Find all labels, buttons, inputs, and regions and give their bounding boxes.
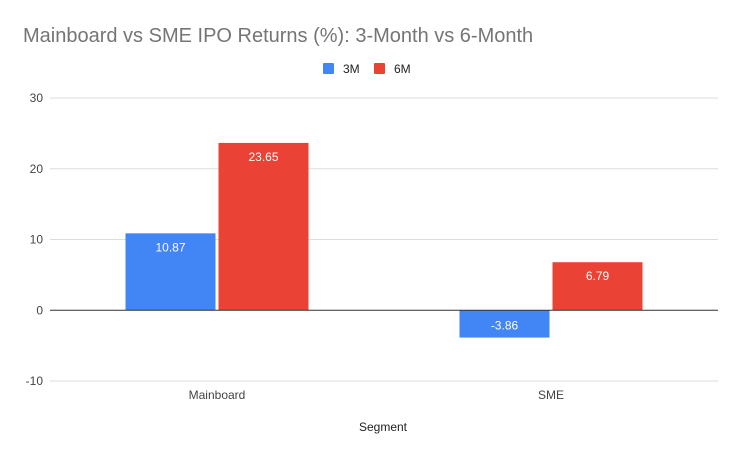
bar-value-label: 6.79 <box>586 269 610 283</box>
y-tick-label: 0 <box>36 303 43 317</box>
bar-3M-Mainboard <box>125 233 216 311</box>
y-tick-label: 10 <box>30 233 44 247</box>
bar-value-label: -3.86 <box>491 319 519 333</box>
bar-6M-Mainboard <box>218 142 309 311</box>
legend-label-3M: 3M <box>343 62 360 76</box>
x-axis-label: Segment <box>359 420 408 434</box>
bar-value-label: 10.87 <box>155 240 185 254</box>
x-axis-ticks: Mainboard SME <box>189 388 564 402</box>
chart-title: Mainboard vs SME IPO Returns (%): 3-Mont… <box>23 25 533 47</box>
y-tick-label: 20 <box>30 162 44 176</box>
legend-swatch-6M <box>374 63 385 74</box>
bar-6M-SME <box>552 262 643 311</box>
bar-labels: 10.87 23.65 -3.86 6.79 <box>155 150 609 333</box>
legend: 3M 6M <box>323 62 411 76</box>
x-tick-label: Mainboard <box>189 388 246 402</box>
y-axis-ticks: -10 0 10 20 30 <box>26 91 44 388</box>
y-tick-label: 30 <box>30 91 44 105</box>
x-tick-label: SME <box>538 388 564 402</box>
legend-label-6M: 6M <box>394 62 411 76</box>
bar-value-label: 23.65 <box>248 150 278 164</box>
bar-3M-SME <box>459 310 550 338</box>
y-tick-label: -10 <box>26 374 44 388</box>
legend-swatch-3M <box>323 63 334 74</box>
bars <box>125 142 643 338</box>
